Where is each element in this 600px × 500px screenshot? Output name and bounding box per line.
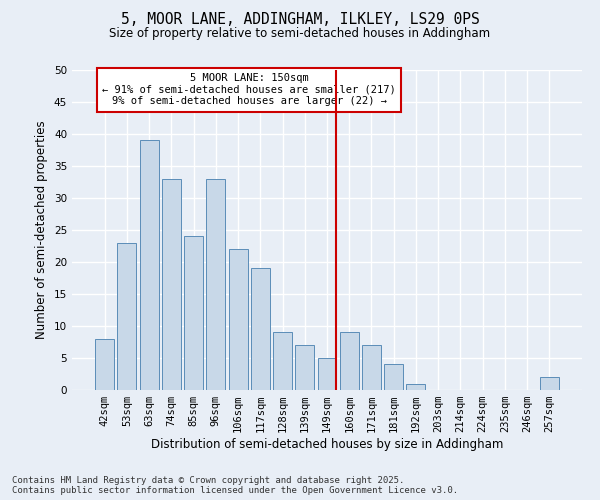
X-axis label: Distribution of semi-detached houses by size in Addingham: Distribution of semi-detached houses by … xyxy=(151,438,503,451)
Bar xyxy=(95,339,114,390)
Text: 5, MOOR LANE, ADDINGHAM, ILKLEY, LS29 0PS: 5, MOOR LANE, ADDINGHAM, ILKLEY, LS29 0P… xyxy=(121,12,479,28)
Bar xyxy=(251,268,270,390)
Bar xyxy=(540,377,559,390)
Bar xyxy=(206,179,225,390)
Bar xyxy=(162,179,181,390)
Bar xyxy=(229,249,248,390)
Bar xyxy=(273,332,292,390)
Bar xyxy=(118,243,136,390)
Bar xyxy=(362,345,381,390)
Bar xyxy=(295,345,314,390)
Bar xyxy=(184,236,203,390)
Text: 5 MOOR LANE: 150sqm
← 91% of semi-detached houses are smaller (217)
9% of semi-d: 5 MOOR LANE: 150sqm ← 91% of semi-detach… xyxy=(102,73,396,106)
Bar xyxy=(140,140,158,390)
Bar xyxy=(384,364,403,390)
Bar xyxy=(317,358,337,390)
Y-axis label: Number of semi-detached properties: Number of semi-detached properties xyxy=(35,120,49,340)
Bar xyxy=(340,332,359,390)
Text: Size of property relative to semi-detached houses in Addingham: Size of property relative to semi-detach… xyxy=(109,28,491,40)
Bar xyxy=(406,384,425,390)
Text: Contains HM Land Registry data © Crown copyright and database right 2025.
Contai: Contains HM Land Registry data © Crown c… xyxy=(12,476,458,495)
